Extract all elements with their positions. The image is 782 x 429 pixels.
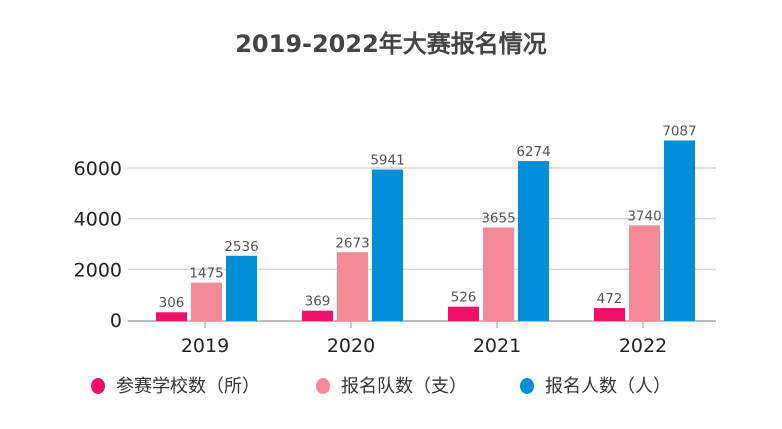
data-label: 306: [159, 295, 185, 311]
y-tick-label: 4000: [74, 209, 122, 231]
bar: [372, 169, 403, 321]
y-tick-label: 0: [110, 310, 122, 332]
data-label: 2673: [335, 235, 369, 251]
bar: [518, 161, 549, 321]
x-tick-label: 2019: [181, 335, 229, 357]
x-tick-label: 2022: [619, 335, 667, 357]
data-label: 3655: [481, 210, 515, 226]
data-label: 5941: [370, 152, 404, 168]
data-label: 472: [597, 291, 623, 307]
data-label: 369: [305, 294, 331, 310]
legend-marker: [520, 378, 534, 394]
bar: [337, 252, 368, 321]
data-label: 526: [451, 290, 477, 306]
legend-label: 参赛学校数（所）: [116, 376, 260, 397]
y-tick-label: 6000: [74, 158, 122, 180]
bar: [302, 310, 333, 321]
x-tick-label: 2021: [473, 335, 521, 357]
bar: [226, 255, 257, 321]
x-tick-label: 2020: [327, 335, 375, 357]
legend-label: 报名人数（人）: [545, 376, 671, 397]
legend-label: 报名队数（支）: [341, 376, 467, 397]
bar: [448, 306, 479, 321]
data-label: 3740: [627, 208, 661, 224]
data-label: 2536: [224, 239, 258, 255]
legend-marker: [316, 378, 330, 394]
chart-title: 2019-2022年大赛报名情况: [235, 30, 547, 58]
bar: [664, 140, 695, 321]
legend-marker: [91, 378, 105, 394]
y-tick-label: 2000: [74, 259, 122, 281]
bar: [483, 227, 514, 321]
bar: [629, 225, 660, 321]
bar: [594, 308, 625, 321]
bar: [156, 312, 187, 321]
data-label: 6274: [516, 144, 550, 160]
data-label: 7087: [662, 123, 696, 139]
bar: [191, 282, 222, 321]
data-label: 1475: [189, 266, 223, 282]
